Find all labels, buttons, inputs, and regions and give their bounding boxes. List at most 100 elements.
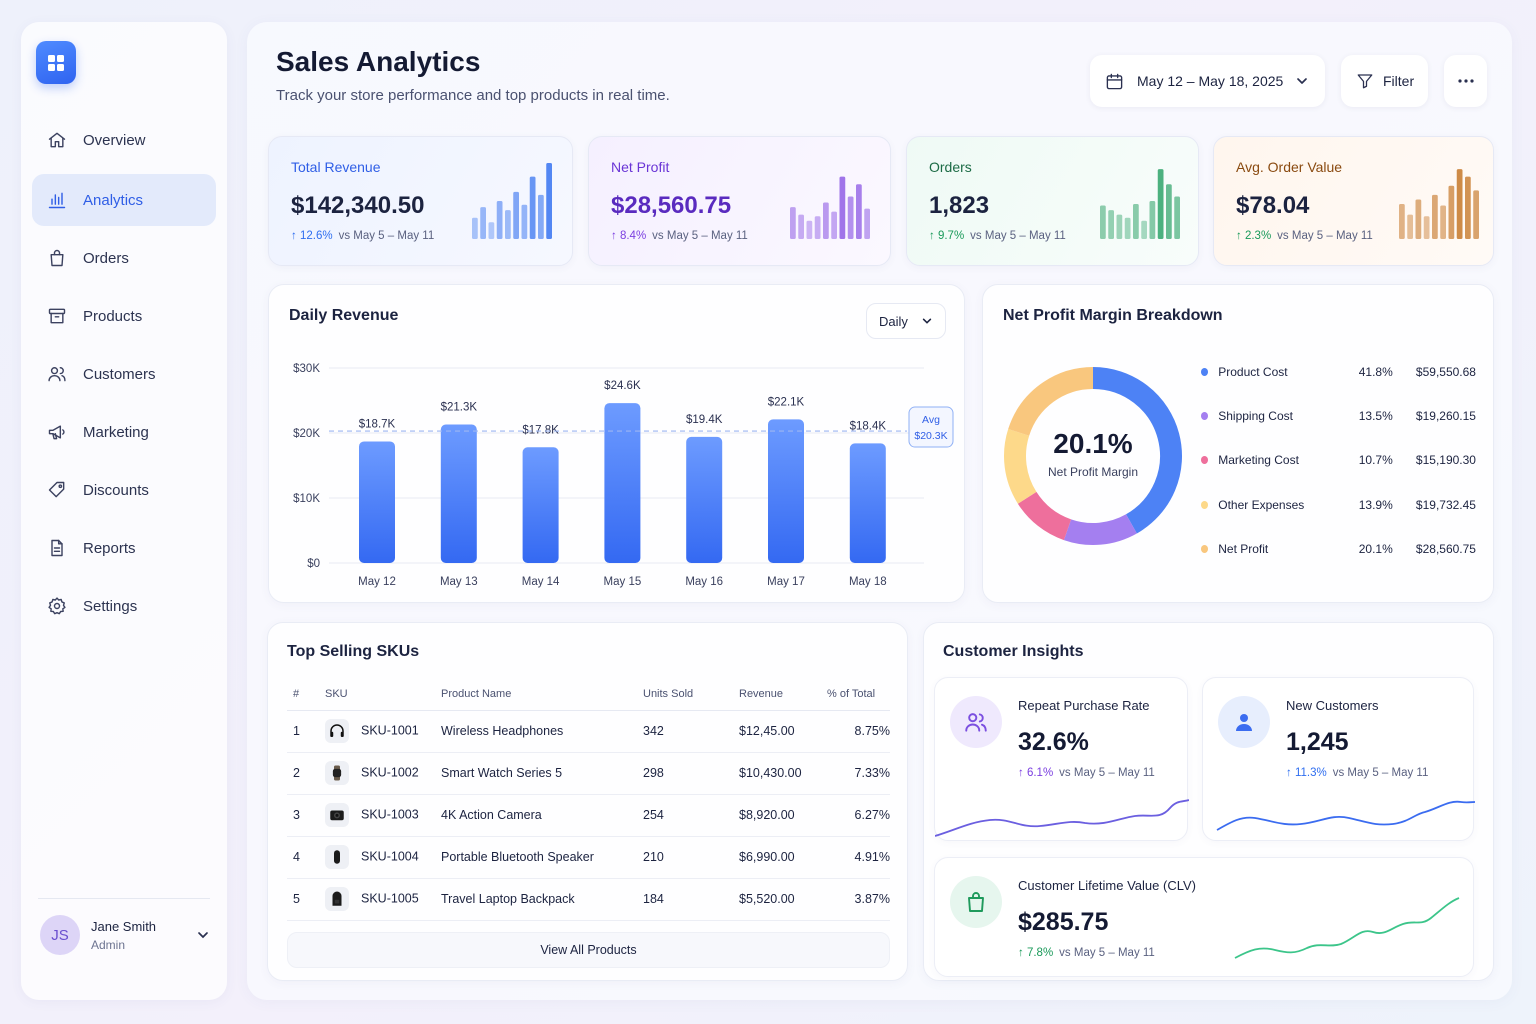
average-badge	[908, 406, 954, 448]
kpi-spark-bar	[513, 191, 519, 239]
kpi-spark-bar	[856, 184, 862, 239]
revenue-bar[interactable]	[440, 424, 477, 563]
column-header: % of Total	[827, 678, 890, 711]
kpi-card-avg-order-value[interactable]: Avg. Order Value $78.04 ↑ 2.3% vs May 5 –…	[1213, 136, 1494, 266]
revenue-bar[interactable]	[768, 419, 804, 563]
table-row[interactable]: 1 SKU-1001 Wireless Headphones 342 $12,4…	[287, 710, 890, 753]
chevron-down-icon	[1297, 78, 1307, 84]
sidebar-item-products[interactable]: Products	[32, 290, 216, 342]
kpi-spark-bar	[1149, 201, 1156, 239]
insight-value: 32.6%	[1018, 728, 1089, 756]
donut-segment[interactable]	[1092, 367, 1182, 534]
sidebar-item-reports[interactable]: Reports	[32, 522, 216, 574]
sidebar-item-customers[interactable]: Customers	[32, 348, 216, 400]
column-header: #	[287, 678, 325, 711]
chevron-down-icon	[922, 318, 932, 324]
kpi-spark-bar	[1440, 205, 1446, 239]
margin-donut-chart	[1004, 367, 1182, 545]
view-all-products-button[interactable]: View All Products	[287, 932, 890, 968]
speaker-icon	[325, 845, 349, 869]
kpi-spark-bar	[1448, 185, 1455, 239]
kpi-spark-bar	[496, 201, 503, 239]
donut-center-value: 20.1%	[1053, 428, 1133, 459]
kpi-delta-pct: ↑ 8.4%	[611, 230, 647, 242]
kpi-card-total-revenue[interactable]: Total Revenue $142,340.50 ↑ 12.6% vs May …	[268, 136, 573, 266]
table-row[interactable]: 2 SKU-1002 Smart Watch Series 5 298 $10,…	[287, 752, 890, 795]
sidebar-item-label: Orders	[83, 249, 129, 267]
date-range-picker[interactable]: May 12 – May 18, 2025	[1090, 55, 1325, 107]
user-profile[interactable]: JS Jane Smith Admin	[40, 912, 210, 958]
legend-row: Net Profit 20.1% $28,560.75	[1201, 540, 1476, 558]
insight-clv[interactable]: Customer Lifetime Value (CLV) $285.75 ↑ …	[934, 857, 1474, 977]
x-tick-label: May 17	[767, 576, 805, 588]
insight-value: $285.75	[1018, 908, 1109, 936]
sidebar-item-label: Analytics	[83, 191, 144, 209]
kpi-card-orders[interactable]: Orders 1,823 ↑ 9.7% vs May 5 – May 11	[906, 136, 1199, 266]
table-row[interactable]: 4 SKU-1004 Portable Bluetooth Speaker 21…	[287, 836, 890, 879]
page-subtitle: Track your store performance and top pro…	[276, 87, 670, 104]
kpi-delta-pct: ↑ 12.6%	[291, 230, 333, 242]
calendar-icon	[1106, 73, 1123, 89]
sidebar-item-settings[interactable]: Settings	[32, 580, 216, 632]
sidebar-item-analytics[interactable]: Analytics	[32, 174, 216, 226]
revenue-bar[interactable]	[604, 403, 641, 563]
period-select[interactable]: Daily	[866, 303, 946, 339]
user-name: Jane Smith	[91, 918, 157, 934]
sidebar-item-overview[interactable]: Overview	[32, 114, 216, 166]
legend-row: Shipping Cost 13.5% $19,260.15	[1201, 407, 1476, 425]
insight-repeat-purchase-rate[interactable]: Repeat Purchase Rate 32.6% ↑ 6.1% vs May …	[934, 677, 1189, 841]
kpi-spark-bar	[1174, 196, 1180, 239]
bar-data-label: $24.6K	[604, 380, 641, 392]
kpi-spark-bar	[538, 194, 544, 239]
donut-segment[interactable]	[1063, 514, 1137, 545]
table-row[interactable]: 5 SKU-1005 Travel Laptop Backpack 184 $5…	[287, 878, 890, 921]
kpi-spark-bar	[806, 220, 813, 239]
shopping-bag-icon	[950, 876, 1002, 928]
kpi-spark-bar	[1141, 220, 1147, 239]
donut-center-label: Net Profit Margin	[1047, 465, 1139, 479]
sidebar-item-label: Overview	[83, 131, 146, 149]
insight-label: Customer Lifetime Value (CLV)	[1018, 878, 1196, 893]
app-logo[interactable]	[36, 41, 76, 84]
table-row[interactable]: 3 SKU-1003 4K Action Camera 254 $8,920.0…	[287, 794, 890, 837]
filter-button[interactable]: Filter	[1341, 55, 1428, 107]
revenue-bar[interactable]	[522, 447, 559, 563]
kpi-spark-bar	[864, 208, 870, 239]
kpi-spark-bar	[1116, 214, 1123, 239]
more-options-button[interactable]	[1444, 55, 1487, 107]
y-tick-label: $0	[307, 558, 320, 570]
insight-label: Repeat Purchase Rate	[1018, 698, 1150, 713]
kpi-spark-bar	[839, 176, 846, 239]
sidebar-item-discounts[interactable]: Discounts	[32, 464, 216, 516]
kpi-card-net-profit[interactable]: Net Profit $28,560.75 ↑ 8.4% vs May 5 – M…	[588, 136, 891, 266]
x-tick-label: May 15	[604, 576, 642, 588]
kpi-spark-bar	[814, 216, 821, 239]
sidebar-item-marketing[interactable]: Marketing	[32, 406, 216, 458]
sidebar-item-orders[interactable]: Orders	[32, 232, 216, 284]
revenue-bar[interactable]	[849, 443, 886, 563]
filter-icon	[1357, 74, 1373, 89]
revenue-bar[interactable]	[686, 436, 723, 563]
legend-dot	[1201, 456, 1209, 464]
kpi-delta: ↑ 9.7% vs May 5 – May 11	[929, 230, 1066, 242]
kpi-delta: ↑ 12.6% vs May 5 – May 11	[291, 230, 435, 242]
legend-dot	[1201, 501, 1209, 509]
users-icon	[46, 363, 68, 385]
donut-segment[interactable]	[1017, 491, 1072, 541]
revenue-bar[interactable]	[359, 441, 395, 563]
period-select-value: Daily	[879, 313, 908, 329]
donut-segment[interactable]	[1008, 367, 1094, 437]
donut-segment[interactable]	[1004, 429, 1037, 504]
insight-new-customers[interactable]: New Customers 1,245 ↑ 11.3% vs May 5 – Ma…	[1202, 677, 1475, 841]
kpi-spark-bar	[831, 211, 837, 239]
column-header: Units Sold	[643, 678, 739, 711]
chevron-down-icon[interactable]	[196, 928, 210, 942]
x-tick-label: May 12	[358, 576, 396, 588]
kpi-spark-bar	[480, 207, 486, 239]
x-tick-label: May 16	[685, 576, 723, 588]
card-title: Daily Revenue	[289, 307, 399, 324]
kpi-spark-bar	[1100, 205, 1106, 239]
x-tick-label: May 13	[440, 576, 478, 588]
box-icon	[46, 305, 68, 327]
sidebar-item-label: Products	[83, 307, 143, 325]
